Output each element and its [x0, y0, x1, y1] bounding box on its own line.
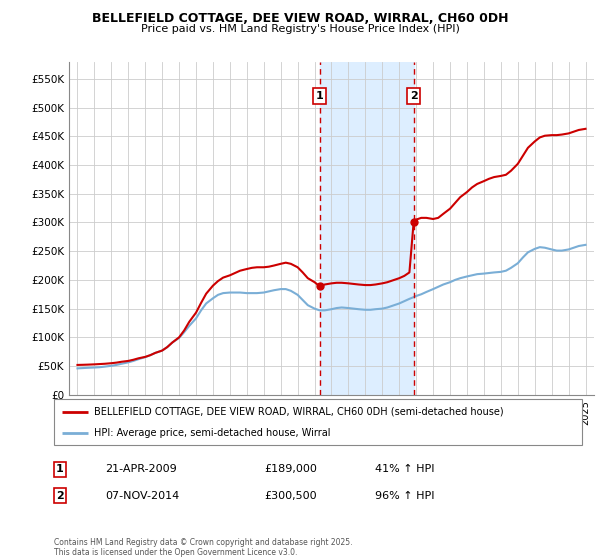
- Text: BELLEFIELD COTTAGE, DEE VIEW ROAD, WIRRAL, CH60 0DH: BELLEFIELD COTTAGE, DEE VIEW ROAD, WIRRA…: [92, 12, 508, 25]
- Text: £189,000: £189,000: [264, 464, 317, 474]
- Text: BELLEFIELD COTTAGE, DEE VIEW ROAD, WIRRAL, CH60 0DH (semi-detached house): BELLEFIELD COTTAGE, DEE VIEW ROAD, WIRRA…: [94, 407, 503, 417]
- Text: 21-APR-2009: 21-APR-2009: [105, 464, 177, 474]
- Text: 07-NOV-2014: 07-NOV-2014: [105, 491, 179, 501]
- Text: 96% ↑ HPI: 96% ↑ HPI: [375, 491, 434, 501]
- Text: 2: 2: [56, 491, 64, 501]
- Text: Contains HM Land Registry data © Crown copyright and database right 2025.
This d: Contains HM Land Registry data © Crown c…: [54, 538, 353, 557]
- Text: 41% ↑ HPI: 41% ↑ HPI: [375, 464, 434, 474]
- Text: 1: 1: [56, 464, 64, 474]
- Text: HPI: Average price, semi-detached house, Wirral: HPI: Average price, semi-detached house,…: [94, 428, 330, 438]
- Bar: [320, 62, 413, 395]
- Text: £300,500: £300,500: [264, 491, 317, 501]
- Text: 2: 2: [410, 91, 418, 101]
- Text: 1: 1: [316, 91, 323, 101]
- Text: Price paid vs. HM Land Registry's House Price Index (HPI): Price paid vs. HM Land Registry's House …: [140, 24, 460, 34]
